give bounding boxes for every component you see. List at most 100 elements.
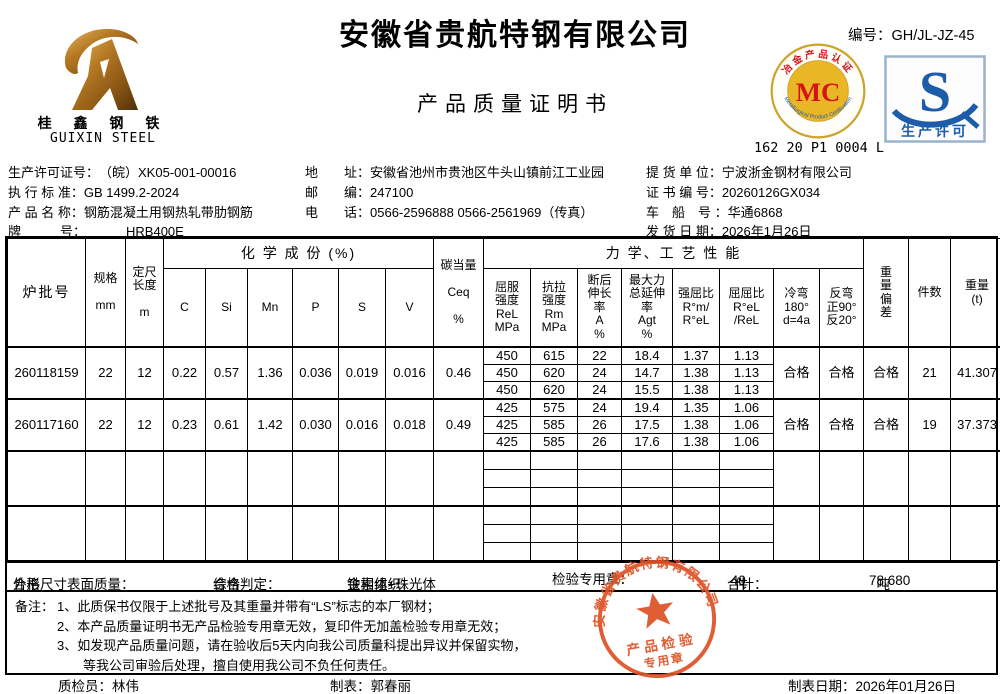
- td-relrel: 1.06: [719, 433, 774, 452]
- td-revbend: 合格: [818, 398, 865, 452]
- td-rmrel: 1.38: [672, 433, 720, 452]
- td-rel: 425: [483, 398, 531, 417]
- th-s: S: [338, 268, 386, 348]
- td-rel: 450: [483, 381, 531, 400]
- td-p: 0.030: [292, 398, 339, 452]
- td-a: 22: [577, 346, 622, 365]
- td-a: 24: [577, 381, 622, 400]
- td-empty: [719, 487, 774, 507]
- td-empty: [773, 450, 820, 507]
- svg-text:S: S: [919, 59, 951, 124]
- td-agt: 15.5: [621, 381, 673, 400]
- th-rel: 屈服 强度 ReL MPa: [483, 268, 531, 348]
- td-empty: [433, 505, 484, 561]
- info-cert-no: 证 书 编 号：20260126GX034: [646, 185, 821, 200]
- guixin-logo-icon: [64, 28, 138, 110]
- remark-line: 1、此质保书仅限于上述批号及其重量并带有“LS”标志的本厂钢材；: [57, 599, 440, 614]
- th-mn: Mn: [247, 268, 293, 348]
- td-empty: [483, 450, 531, 470]
- serial-value: GH/JL-JZ-45: [891, 28, 975, 44]
- table-row-empty: [8, 542, 1000, 561]
- td-rmrel: 1.35: [672, 398, 720, 417]
- serial-number: 编号：GH/JL-JZ-45: [848, 24, 975, 45]
- table-row: 450 620 24 15.5 1.38 1.13: [8, 381, 1000, 400]
- td-empty: [530, 469, 578, 488]
- td-empty: [672, 487, 720, 507]
- td-empty: [385, 450, 434, 507]
- td-empty: [530, 542, 578, 561]
- th-ceq: 碳当量 Ceq %: [433, 238, 484, 348]
- td-empty: [621, 450, 673, 470]
- td-empty: [292, 505, 339, 561]
- td-empty: [483, 542, 531, 561]
- th-cold-bend: 冷弯 180° d=4a: [773, 268, 820, 348]
- info-address: 地 址：安徽省池州市贵池区牛头山镇前江工业园: [305, 165, 605, 180]
- td-empty: [621, 469, 673, 488]
- svg-text:MC: MC: [796, 77, 841, 107]
- remark-line: 2、本产品质量证明书无产品检验专用章无效，复印件无加盖检验专用章无效；: [57, 618, 507, 634]
- td-empty: [950, 450, 1000, 507]
- td-empty: [125, 450, 164, 507]
- td-c: 0.23: [163, 398, 206, 452]
- td-empty: [530, 524, 578, 543]
- td-empty: [483, 469, 531, 488]
- td-heat: 260118159: [7, 346, 86, 400]
- summary-total-weight: 78.680 吨: [869, 573, 911, 592]
- th-weight: 重量 (t): [950, 238, 1000, 348]
- td-ceq: 0.46: [433, 346, 484, 400]
- td-a: 26: [577, 433, 622, 452]
- td-rmrel: 1.38: [672, 416, 720, 434]
- td-si: 0.61: [205, 398, 248, 452]
- th-weight-dev: 重 量 偏 差: [863, 238, 910, 348]
- td-rel: 450: [483, 364, 531, 382]
- remark-line: 等我公司审验后处理，擅自使用我公司不负任何责任。: [83, 657, 396, 673]
- td-coldbend: 合格: [773, 346, 820, 400]
- info-postcode: 邮 编：247100: [305, 185, 414, 200]
- td-empty: [719, 505, 774, 525]
- th-spec: 规格 mm: [85, 238, 126, 348]
- td-rmrel: 1.38: [672, 381, 720, 400]
- th-rm: 抗拉 强度 Rm MPa: [530, 268, 578, 348]
- td-relrel: 1.13: [719, 364, 774, 382]
- td-empty: [483, 487, 531, 507]
- info-standard: 执 行 标 准：GB 1499.2-2024: [8, 185, 180, 200]
- td-agt: 14.7: [621, 364, 673, 382]
- th-length: 定尺 长度 m: [125, 238, 164, 348]
- remarks-label: 备注：: [15, 599, 55, 614]
- td-relrel: 1.13: [719, 346, 774, 365]
- td-empty: [163, 450, 206, 507]
- td-coldbend: 合格: [773, 398, 820, 452]
- td-rm: 620: [530, 381, 578, 400]
- td-empty: [433, 450, 484, 507]
- th-si: Si: [205, 268, 248, 348]
- td-empty: [577, 505, 622, 525]
- remark-line: 3、如发现产品质量问题，请在验收后5天内向我公司质量科提出异议并保留实物，: [57, 638, 527, 653]
- td-empty: [908, 505, 952, 561]
- table-row: 450 620 24 14.7 1.38 1.13: [8, 364, 1000, 382]
- remarks-lines: 1、此质保书仅限于上述批号及其重量并带有“LS”标志的本厂钢材； 2、本产品质量…: [57, 597, 526, 675]
- td-empty: [863, 450, 910, 507]
- td-empty: [125, 505, 164, 561]
- td-rmrel: 1.38: [672, 364, 720, 382]
- td-empty: [818, 450, 865, 507]
- td-rmrel: 1.37: [672, 346, 720, 365]
- td-empty: [530, 450, 578, 470]
- quality-table: 炉批号 规格 mm 定尺 长度 m 化 学 成 份 (%) 碳当量 Ceq % …: [5, 236, 1000, 675]
- td-empty: [530, 505, 578, 525]
- td-weight: 37.373: [950, 398, 1000, 452]
- td-s: 0.019: [338, 346, 386, 400]
- td-heat: 260117160: [7, 398, 86, 452]
- td-relrel: 1.06: [719, 398, 774, 417]
- td-empty: [621, 505, 673, 525]
- td-s: 0.016: [338, 398, 386, 452]
- td-mn: 1.42: [247, 398, 293, 452]
- td-empty: [672, 505, 720, 525]
- th-chem-band: 化 学 成 份 (%): [163, 238, 434, 269]
- td-empty: [577, 524, 622, 543]
- td-empty: [85, 450, 126, 507]
- td-rel: 425: [483, 416, 531, 434]
- th-pieces: 件数: [908, 238, 952, 348]
- td-empty: [483, 505, 531, 525]
- td-empty: [672, 450, 720, 470]
- th-heat-no: 炉批号: [7, 238, 86, 348]
